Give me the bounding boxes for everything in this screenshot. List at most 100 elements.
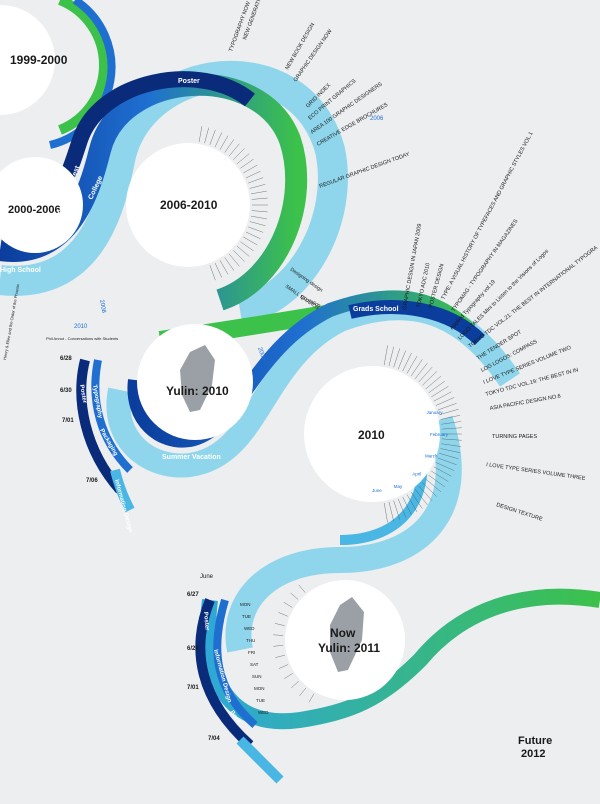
- tick-2010: [428, 474, 445, 488]
- tick-2006: [228, 143, 240, 157]
- tick-2006: [198, 126, 203, 143]
- tick-2010: [441, 438, 462, 441]
- tick-2010: [441, 427, 462, 430]
- tick-2010: [406, 494, 418, 513]
- tick-2006: [219, 135, 229, 150]
- date-628: 6/28: [60, 356, 72, 362]
- tick-2006: [248, 226, 264, 233]
- tick-2010: [428, 380, 445, 394]
- tick-2010: [441, 443, 462, 447]
- month-labels: January February March April May June: [372, 410, 449, 493]
- tick-2006: [224, 139, 235, 153]
- tick-2010: [422, 482, 437, 497]
- weekday-label: WED: [244, 626, 255, 631]
- month-label: May: [394, 484, 403, 489]
- weekday-label: TUE: [256, 698, 265, 703]
- tick-now: [274, 623, 285, 626]
- circle-label-2006: 2006-2010: [160, 198, 218, 212]
- tick-2006: [219, 260, 229, 275]
- book-title-label: GRAPHIC DESIGN NOW: [293, 28, 334, 83]
- tick-2010: [398, 498, 406, 518]
- tick-2010: [418, 366, 433, 383]
- weekday-labels: MON TUE WED THU FRI SAT SUN MON TUE WED: [240, 602, 269, 715]
- tick-2010: [425, 375, 442, 390]
- date-627: 6/27: [187, 592, 199, 598]
- note-year-2008: 2008: [98, 299, 106, 314]
- tick-2010: [439, 409, 459, 415]
- circle-2006-2010: [126, 143, 250, 267]
- s-curve-lower: [195, 588, 600, 784]
- band-label-poster-left: Poster: [78, 384, 87, 404]
- month-label: February: [430, 432, 449, 437]
- tick-2006: [233, 250, 245, 262]
- tick-2010: [437, 457, 457, 465]
- tick-2006: [250, 215, 267, 220]
- tick-2010: [441, 421, 462, 425]
- tick-2010: [437, 403, 457, 411]
- tick-now: [308, 693, 315, 703]
- tick-2010: [383, 345, 388, 366]
- book-title-label: NEW BOOK DESIGN: [285, 22, 317, 71]
- taiwan-map-2010: [180, 345, 215, 412]
- tick-2006: [204, 127, 209, 144]
- tick-2010: [433, 391, 452, 402]
- weekday-label: TUE: [242, 614, 251, 619]
- tick-lines: [198, 126, 462, 703]
- note-phil-annot: Phil Annot - Conversations with Students: [46, 336, 118, 341]
- tick-2006: [214, 262, 222, 278]
- tick-now: [278, 612, 288, 617]
- weekday-label: FRI: [248, 650, 255, 655]
- tick-now: [284, 673, 293, 679]
- date-76: 7/06: [86, 478, 98, 484]
- tick-now: [290, 592, 299, 600]
- band-label-poster-top: Poster: [178, 78, 200, 85]
- tick-2006: [243, 164, 258, 174]
- date-704: 7/04: [208, 736, 220, 742]
- tick-2006: [249, 184, 266, 189]
- tick-2010: [406, 355, 418, 374]
- tick-2010: [414, 362, 428, 379]
- circle-label-now: Now: [330, 626, 356, 640]
- tick-2010: [425, 478, 442, 493]
- circle-label-yulin-2011: Yulin: 2011: [318, 641, 380, 655]
- band-label-high-school: High School: [0, 267, 41, 274]
- tick-2006: [251, 197, 268, 200]
- band-label-poster-bottom: Poster: [202, 612, 210, 632]
- tick-2006: [236, 245, 250, 257]
- tick-2006: [209, 265, 216, 281]
- tick-2006: [233, 148, 245, 160]
- tick-2006: [245, 231, 261, 239]
- tick-2010: [431, 470, 449, 482]
- book-title-label: DESIGN TEXTURE: [495, 502, 543, 523]
- band-label-typography: Typography: [91, 384, 103, 419]
- tick-2010: [402, 496, 412, 515]
- tick-2006: [248, 177, 264, 184]
- weekday-label: SUN: [252, 674, 262, 679]
- note-year-2006: 2006: [370, 116, 384, 122]
- tick-2010: [393, 348, 401, 368]
- tick-2006: [209, 129, 216, 145]
- circle-label-1999: 1999-2000: [10, 53, 68, 67]
- tick-2010: [433, 466, 452, 477]
- tick-2010: [435, 462, 455, 471]
- tick-2006: [240, 241, 254, 252]
- tick-2010: [422, 371, 437, 386]
- date-71: 7/01: [62, 418, 74, 424]
- tick-2006: [243, 236, 258, 246]
- circle-label-2010: 2010: [358, 428, 385, 442]
- book-title-label: ASIA PACIFIC DESIGN NO.6: [489, 394, 561, 412]
- tick-2006: [228, 253, 240, 267]
- tick-2006: [240, 158, 254, 169]
- band-label-summer-vacation: Summer Vacation: [162, 454, 221, 461]
- tick-now: [278, 664, 289, 669]
- tick-2010: [393, 500, 401, 520]
- tick-2010: [410, 359, 423, 377]
- weekday-label: THU: [246, 638, 255, 643]
- tick-2010: [435, 397, 455, 406]
- tick-2006: [249, 221, 266, 226]
- weekday-label: SAT: [250, 662, 259, 667]
- circle-label-2000: 2000-2006: [8, 204, 61, 216]
- taiwan-map-2011: [330, 597, 364, 672]
